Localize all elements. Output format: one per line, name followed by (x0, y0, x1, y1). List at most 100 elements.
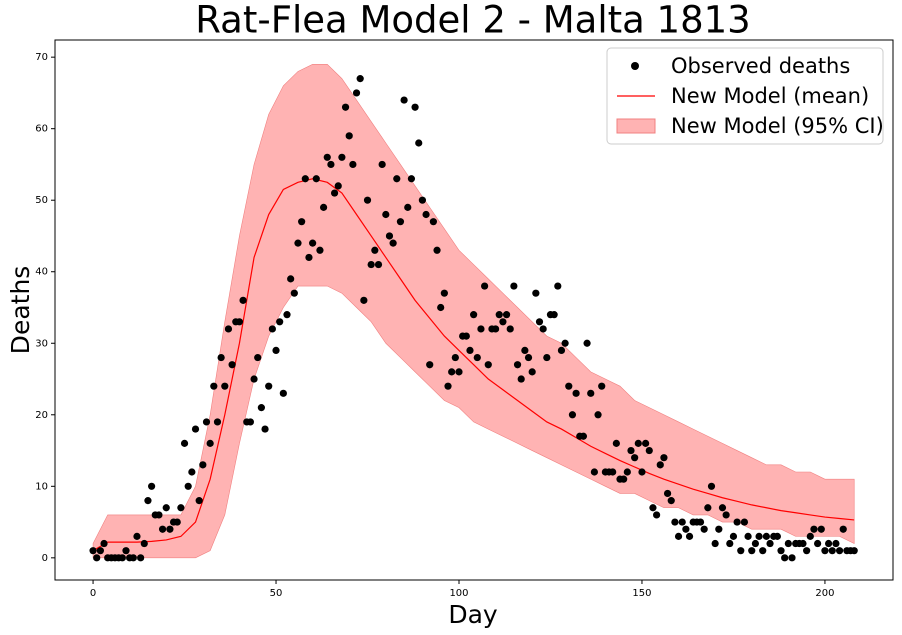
data-point (265, 382, 273, 390)
data-point (799, 539, 807, 548)
data-point (433, 246, 441, 254)
x-tick-label: 150 (632, 588, 651, 599)
data-point (579, 432, 588, 440)
data-point (158, 525, 167, 533)
data-point (645, 446, 653, 455)
data-point (268, 325, 276, 333)
data-point (762, 532, 770, 540)
data-point (696, 518, 705, 526)
data-point (788, 554, 796, 562)
legend-label: New Model (95% CI) (671, 114, 884, 138)
data-point (294, 239, 302, 247)
y-tick-label: 20 (35, 410, 48, 421)
data-point (521, 346, 529, 355)
data-point (481, 282, 489, 290)
data-point (250, 375, 258, 383)
data-point (678, 518, 686, 526)
data-point (568, 411, 577, 419)
data-point (89, 547, 97, 555)
y-tick-label: 30 (35, 338, 48, 349)
data-point (202, 418, 211, 426)
y-tick-label: 70 (35, 52, 48, 63)
data-point (93, 554, 101, 562)
data-point (737, 547, 745, 555)
data-point (118, 554, 126, 562)
data-point (784, 539, 792, 548)
data-point (814, 539, 822, 548)
data-point (327, 160, 335, 169)
data-point (718, 504, 727, 512)
data-point (246, 418, 255, 426)
data-point (653, 511, 661, 519)
data-point (437, 303, 445, 312)
data-point (162, 504, 170, 512)
data-point (744, 532, 752, 540)
data-point (674, 532, 683, 540)
data-point (312, 175, 320, 183)
data-point (305, 253, 313, 262)
x-tick-label: 50 (270, 588, 283, 599)
data-point (726, 539, 734, 548)
data-point (411, 103, 419, 111)
data-point (448, 368, 456, 376)
data-point (199, 461, 207, 469)
data-point (620, 475, 628, 483)
legend: Observed deaths New Model (mean) New Model… (606, 47, 884, 145)
data-point (711, 539, 719, 548)
y-tick-label: 50 (35, 195, 48, 206)
data-point (473, 353, 481, 362)
data-point (499, 318, 507, 326)
data-point (806, 532, 814, 540)
plot-frame (54, 39, 894, 581)
data-point (470, 311, 478, 319)
mean-line (92, 178, 855, 552)
data-point (213, 418, 222, 426)
data-point (495, 311, 503, 319)
data-point (835, 547, 844, 555)
data-point (700, 525, 708, 533)
data-point (539, 325, 547, 333)
data-point (404, 203, 412, 211)
data-point (276, 318, 284, 326)
data-point (828, 547, 836, 555)
data-point (155, 511, 163, 519)
data-point (535, 318, 544, 326)
data-point (733, 518, 741, 526)
data-point (532, 289, 540, 297)
x-tick-label: 0 (90, 588, 96, 599)
data-point (517, 375, 525, 383)
data-point (781, 554, 789, 562)
data-point (506, 325, 514, 333)
legend-marker (631, 62, 639, 70)
data-point (565, 382, 573, 390)
data-point (173, 518, 181, 526)
x-axis-label: Day (448, 600, 498, 629)
data-point (850, 547, 858, 555)
data-point (418, 196, 427, 204)
data-point (224, 325, 233, 333)
data-point (188, 468, 196, 476)
data-point (543, 353, 551, 362)
data-point (704, 504, 712, 512)
data-point (191, 425, 200, 433)
data-point (572, 389, 580, 397)
data-point (96, 547, 104, 555)
data-point (100, 539, 108, 548)
data-point (715, 525, 723, 533)
data-point (261, 425, 269, 433)
data-point (707, 482, 716, 490)
data-point (642, 439, 650, 447)
data-point (129, 554, 137, 562)
data-point (609, 468, 617, 476)
chart-title: Rat-Flea Model 2 - Malta 1813 (195, 0, 750, 42)
data-point (195, 497, 203, 505)
data-point (330, 189, 339, 197)
data-point (396, 218, 405, 226)
data-point (759, 547, 767, 555)
data-point (228, 361, 236, 369)
data-point (210, 382, 218, 390)
data-point (839, 525, 847, 533)
data-point (598, 382, 606, 390)
data-point (550, 311, 558, 319)
